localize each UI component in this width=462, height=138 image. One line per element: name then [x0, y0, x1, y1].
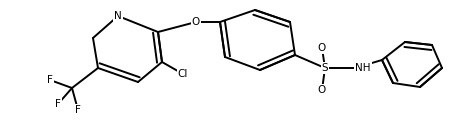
Text: O: O [192, 17, 200, 27]
Text: NH: NH [355, 63, 371, 73]
Text: S: S [322, 63, 328, 73]
Text: F: F [55, 99, 61, 109]
Text: O: O [318, 85, 326, 95]
Text: Cl: Cl [178, 69, 188, 79]
Text: F: F [75, 105, 81, 115]
Text: F: F [47, 75, 53, 85]
Text: N: N [114, 11, 122, 21]
Text: O: O [318, 43, 326, 53]
